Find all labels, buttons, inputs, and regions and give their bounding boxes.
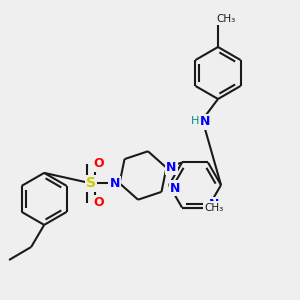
Text: S: S [86,176,96,190]
Text: CH₃: CH₃ [205,202,224,212]
Text: O: O [94,157,104,170]
Text: CH₃: CH₃ [216,14,236,24]
Text: N: N [209,198,219,211]
Text: N: N [110,177,120,190]
Text: O: O [94,196,104,209]
Text: N: N [166,161,177,174]
Text: N: N [200,115,211,128]
Text: N: N [170,182,180,194]
Text: H: H [191,116,200,126]
